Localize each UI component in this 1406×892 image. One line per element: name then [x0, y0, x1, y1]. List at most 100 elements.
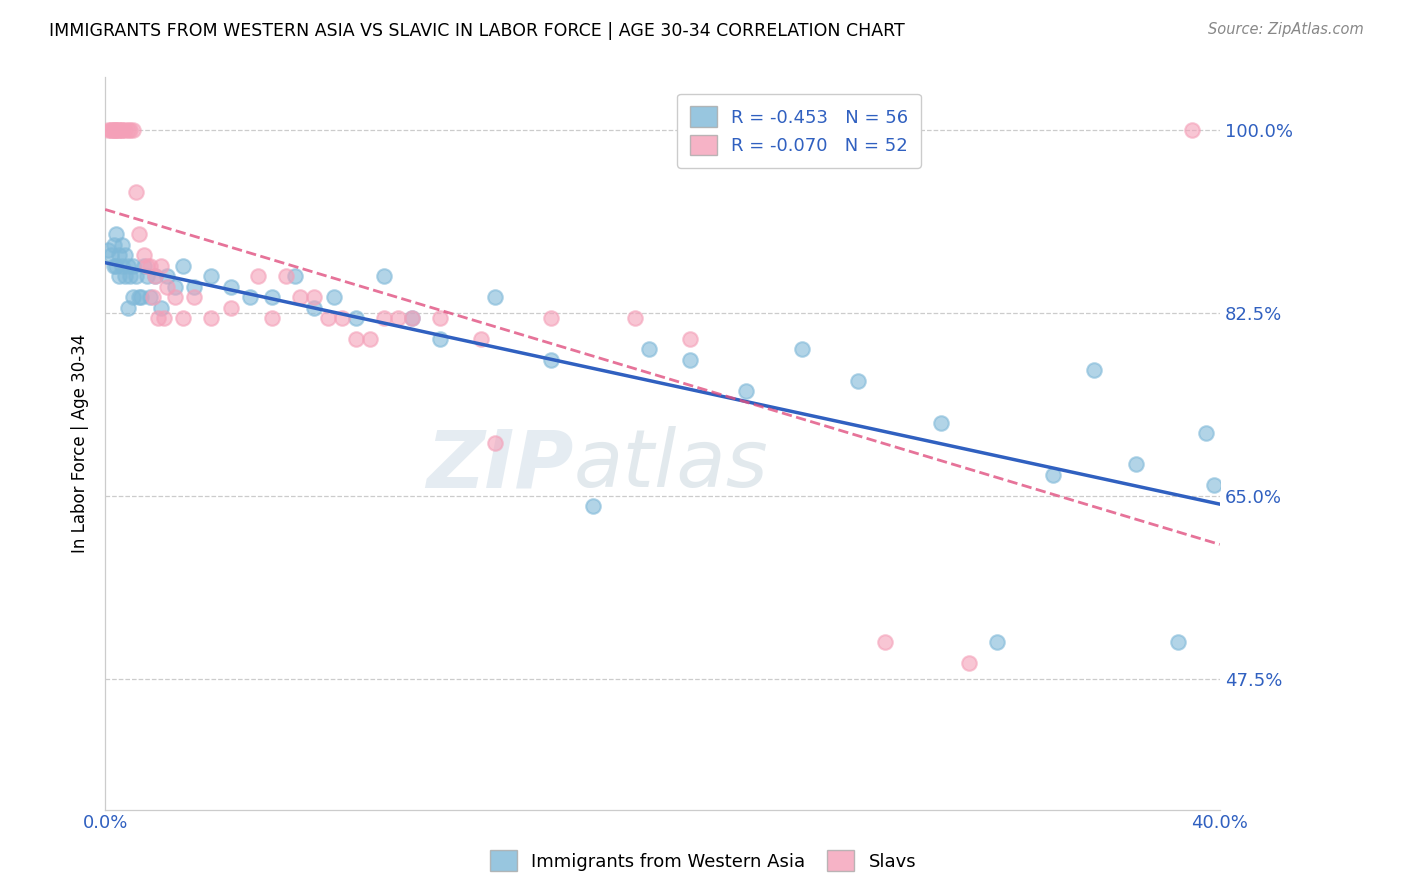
Point: [145, 269, 167, 284]
Point: [122, 259, 145, 273]
Point: [111, 122, 134, 136]
Point: [111, 122, 134, 136]
Point: [163, 290, 186, 304]
Point: [290, 290, 312, 304]
Point: [219, 301, 242, 315]
Point: [120, 269, 142, 284]
Text: ZIP: ZIP: [426, 426, 574, 505]
Point: [97, 243, 120, 257]
Point: [117, 122, 139, 136]
Point: [111, 237, 134, 252]
Point: [302, 290, 325, 304]
Point: [1167, 635, 1189, 649]
Point: [108, 122, 131, 136]
Point: [1204, 478, 1226, 492]
Point: [262, 310, 284, 325]
Point: [146, 310, 169, 325]
Point: [322, 290, 344, 304]
Point: [103, 122, 125, 136]
Point: [134, 259, 156, 273]
Point: [183, 290, 205, 304]
Point: [105, 227, 128, 242]
Point: [183, 279, 205, 293]
Point: [125, 269, 148, 284]
Point: [929, 416, 952, 430]
Point: [128, 290, 150, 304]
Point: [373, 310, 395, 325]
Legend: Immigrants from Western Asia, Slavs: Immigrants from Western Asia, Slavs: [482, 843, 924, 879]
Point: [262, 290, 284, 304]
Point: [387, 310, 409, 325]
Point: [125, 186, 148, 200]
Point: [302, 301, 325, 315]
Point: [316, 310, 339, 325]
Point: [100, 248, 122, 262]
Point: [344, 332, 367, 346]
Point: [540, 310, 562, 325]
Point: [122, 122, 145, 136]
Point: [105, 122, 128, 136]
Point: [484, 290, 506, 304]
Point: [103, 259, 125, 273]
Point: [114, 269, 136, 284]
Point: [134, 248, 156, 262]
Point: [1195, 425, 1218, 440]
Point: [114, 248, 136, 262]
Point: [128, 227, 150, 242]
Point: [136, 269, 159, 284]
Point: [139, 290, 162, 304]
Text: atlas: atlas: [574, 426, 768, 505]
Point: [105, 259, 128, 273]
Point: [108, 248, 131, 262]
Point: [152, 310, 174, 325]
Point: [330, 310, 353, 325]
Point: [679, 332, 702, 346]
Point: [100, 122, 122, 136]
Point: [359, 332, 381, 346]
Point: [114, 122, 136, 136]
Point: [401, 310, 423, 325]
Point: [875, 635, 897, 649]
Point: [1181, 122, 1204, 136]
Point: [103, 237, 125, 252]
Point: [149, 259, 172, 273]
Point: [637, 343, 659, 357]
Point: [103, 122, 125, 136]
Point: [108, 269, 131, 284]
Point: [373, 269, 395, 284]
Point: [149, 301, 172, 315]
Point: [200, 310, 222, 325]
Point: [145, 269, 167, 284]
Point: [131, 290, 153, 304]
Point: [484, 436, 506, 450]
Point: [136, 259, 159, 273]
Point: [284, 269, 307, 284]
Point: [846, 374, 869, 388]
Point: [105, 122, 128, 136]
Point: [540, 352, 562, 367]
Text: Source: ZipAtlas.com: Source: ZipAtlas.com: [1208, 22, 1364, 37]
Point: [155, 279, 177, 293]
Point: [679, 352, 702, 367]
Point: [163, 279, 186, 293]
Point: [429, 310, 451, 325]
Point: [172, 259, 194, 273]
Legend: R = -0.453   N = 56, R = -0.070   N = 52: R = -0.453 N = 56, R = -0.070 N = 52: [676, 94, 921, 168]
Point: [117, 259, 139, 273]
Point: [957, 656, 980, 670]
Point: [735, 384, 758, 399]
Point: [276, 269, 298, 284]
Point: [142, 290, 165, 304]
Point: [139, 259, 162, 273]
Point: [344, 310, 367, 325]
Point: [155, 269, 177, 284]
Point: [172, 310, 194, 325]
Point: [117, 301, 139, 315]
Point: [582, 500, 605, 514]
Point: [401, 310, 423, 325]
Point: [986, 635, 1008, 649]
Point: [429, 332, 451, 346]
Point: [1125, 458, 1147, 472]
Point: [239, 290, 262, 304]
Point: [108, 122, 131, 136]
